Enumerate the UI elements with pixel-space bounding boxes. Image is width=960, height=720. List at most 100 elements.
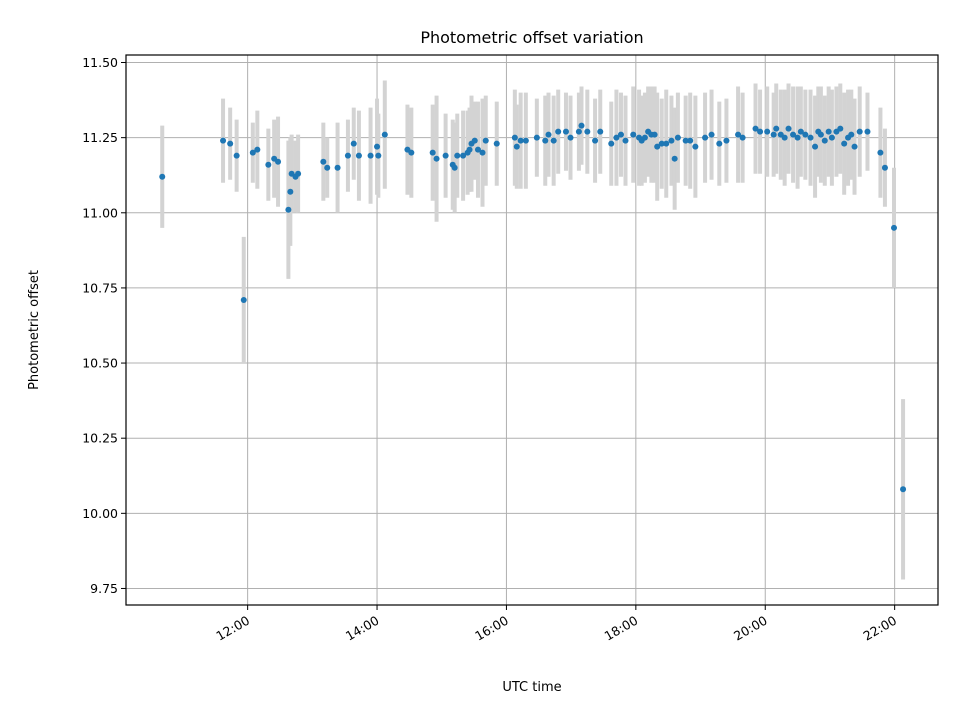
y-tick-label: 9.75 [90, 581, 118, 596]
data-point [442, 152, 449, 159]
data-point [567, 134, 574, 141]
y-axis-ticks: 9.75 10.00 10.25 10.50 10.75 11.00 11.25 11.50 [82, 55, 126, 596]
data-point [466, 146, 473, 153]
data-point [275, 158, 282, 165]
data-point [471, 137, 478, 144]
data-point [227, 140, 234, 147]
data-point [622, 137, 629, 144]
data-point [630, 131, 637, 138]
data-point [802, 131, 809, 138]
data-point [770, 131, 777, 138]
data-point [555, 128, 562, 135]
data-point [807, 134, 814, 141]
data-point [821, 137, 828, 144]
data-point [900, 486, 907, 493]
data-point [851, 143, 858, 150]
data-point [451, 164, 458, 171]
data-point [841, 140, 848, 147]
data-point [641, 134, 648, 141]
data-point [344, 152, 351, 159]
data-point [794, 134, 801, 141]
data-point [578, 122, 585, 129]
data-point [324, 164, 331, 171]
data-point [785, 125, 792, 132]
data-point [658, 140, 665, 147]
data-point [797, 128, 804, 135]
data-point [752, 125, 759, 132]
data-point [454, 152, 461, 159]
data-point [542, 137, 549, 144]
data-point [817, 131, 824, 138]
data-point [674, 134, 681, 141]
data-point [651, 131, 658, 138]
data-point [381, 131, 388, 138]
data-point [493, 140, 500, 147]
plot-frame [125, 54, 939, 606]
data-point [608, 140, 615, 147]
data-point [517, 137, 524, 144]
data-point [575, 128, 582, 135]
data-point [433, 155, 440, 162]
data-point [254, 146, 261, 153]
data-point [891, 224, 898, 231]
data-point [877, 149, 884, 156]
y-axis-label: Photometric offset [27, 270, 42, 390]
data-point [295, 170, 302, 177]
data-point [668, 137, 675, 144]
data-point [692, 143, 699, 150]
data-point [334, 164, 341, 171]
data-point [562, 128, 569, 135]
data-point [592, 137, 599, 144]
data-point [220, 137, 227, 144]
data-point [864, 128, 871, 135]
data-point [825, 128, 832, 135]
data-point [511, 134, 518, 141]
data-point [479, 149, 486, 156]
data-point [287, 188, 294, 195]
data-point [408, 149, 415, 156]
data-point [837, 125, 844, 132]
data-point [233, 152, 240, 159]
data-point [881, 164, 888, 171]
data-point [522, 137, 529, 144]
y-tick-label: 11.00 [82, 205, 118, 220]
data-point [708, 131, 715, 138]
data-point [320, 158, 327, 165]
data-point [848, 131, 855, 138]
data-point [375, 152, 382, 159]
y-tick-label: 10.75 [82, 280, 118, 295]
chart-title: Photometric offset variation [420, 28, 643, 47]
data-point [460, 152, 467, 159]
data-point [663, 140, 670, 147]
data-point [249, 149, 256, 156]
data-point [533, 134, 540, 141]
data-point [617, 131, 624, 138]
data-point [856, 128, 863, 135]
data-point [350, 140, 357, 147]
data-point [584, 128, 591, 135]
data-point [790, 131, 797, 138]
data-point [723, 137, 730, 144]
data-point [781, 134, 788, 141]
y-tick-label: 10.50 [82, 356, 118, 371]
data-point [812, 143, 819, 150]
grid-lines [126, 55, 938, 605]
data-point [597, 128, 604, 135]
data-point [682, 137, 689, 144]
y-tick-label: 10.25 [82, 431, 118, 446]
y-tick-label: 10.00 [82, 506, 118, 521]
data-point [716, 140, 723, 147]
data-point [739, 134, 746, 141]
data-point [828, 134, 835, 141]
data-point [545, 131, 552, 138]
data-point [265, 161, 272, 168]
y-tick-label: 11.50 [82, 55, 118, 70]
data-point [240, 296, 247, 303]
data-point [735, 131, 742, 138]
data-point [367, 152, 374, 159]
data-point [374, 143, 381, 150]
data-point [613, 134, 620, 141]
data-point [482, 137, 489, 144]
data-point [757, 128, 764, 135]
